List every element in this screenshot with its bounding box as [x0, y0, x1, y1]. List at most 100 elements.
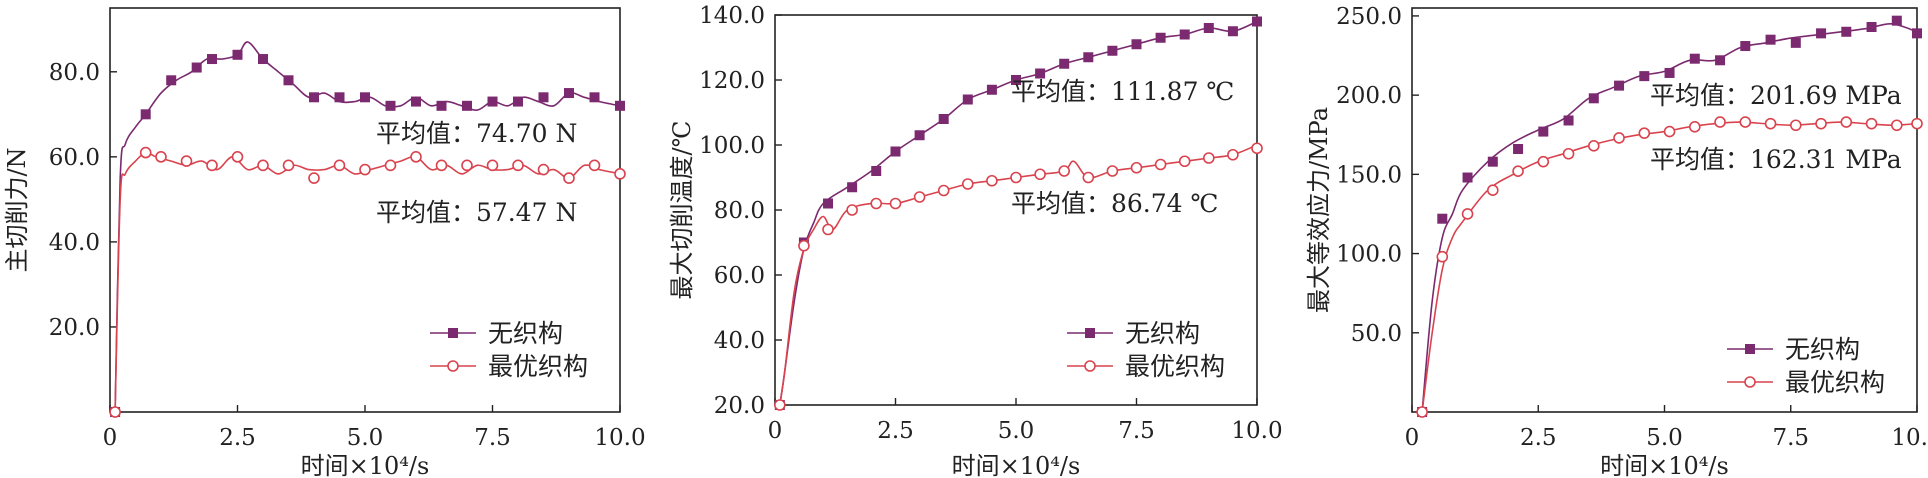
data-point — [1487, 184, 1499, 196]
y-axis-label: 最大等效应力/MPa — [1305, 107, 1333, 313]
data-point — [1059, 58, 1070, 69]
annotation-average: 平均值：201.69 MPa — [1650, 81, 1902, 110]
x-axis-label: 时间×10⁴/s — [1600, 452, 1729, 478]
y-tick-label: 140.0 — [699, 3, 765, 29]
data-point — [462, 100, 472, 111]
x-axis-label: 时间×10⁴/s — [952, 452, 1081, 478]
y-axis-label: 最大切削温度/℃ — [668, 121, 696, 300]
data-point — [1130, 161, 1143, 174]
legend-marker — [1745, 344, 1755, 354]
legend-marker — [448, 328, 458, 338]
data-point — [1663, 125, 1676, 138]
data-point — [435, 159, 448, 172]
y-tick-label: 40.0 — [49, 230, 100, 256]
data-point — [614, 168, 626, 180]
data-point — [870, 197, 883, 210]
data-point — [513, 96, 523, 107]
x-tick-label: 7.5 — [1118, 418, 1155, 444]
y-axis-label: 主切削力/N — [3, 147, 31, 272]
data-point — [1227, 26, 1238, 37]
data-point — [1714, 116, 1726, 128]
annotation-average: 平均值：74.70 N — [376, 119, 577, 148]
data-point — [889, 197, 902, 210]
data-point — [1154, 158, 1167, 171]
data-point — [207, 54, 217, 65]
data-point — [914, 130, 925, 141]
legend-label: 无织构 — [488, 319, 563, 348]
x-tick-label: 10.0 — [594, 425, 645, 451]
data-point — [1416, 406, 1428, 418]
x-tick-label: 7.5 — [474, 425, 511, 451]
data-point — [1866, 22, 1877, 33]
x-tick-label: 0 — [103, 425, 118, 451]
data-point — [166, 75, 177, 86]
data-point — [823, 198, 834, 209]
data-point — [155, 151, 167, 163]
data-point — [1251, 142, 1263, 155]
data-point — [1664, 67, 1675, 78]
data-point — [1512, 165, 1524, 177]
x-tick-label: 5.0 — [347, 425, 384, 451]
y-tick-label: 250.0 — [1336, 4, 1402, 30]
series-2 — [109, 146, 626, 418]
x-axis-label: 时间×10⁴/s — [301, 452, 430, 478]
data-point — [1178, 155, 1191, 168]
data-point — [1203, 152, 1215, 164]
data-point — [913, 191, 926, 203]
annotation-average: 平均值：57.47 N — [376, 198, 577, 227]
data-point — [1252, 16, 1262, 27]
data-point — [822, 223, 834, 236]
data-point — [359, 163, 371, 176]
series-2 — [774, 142, 1263, 411]
data-point — [1790, 37, 1801, 48]
y-tick-label: 40.0 — [714, 328, 765, 354]
x-tick-label: 2.5 — [219, 425, 256, 451]
data-point — [1107, 45, 1118, 56]
data-point — [1203, 23, 1214, 33]
data-point — [1841, 26, 1852, 37]
data-point — [1011, 75, 1021, 85]
x-tick-label: 2.5 — [1520, 425, 1557, 451]
data-point — [588, 159, 601, 172]
y-tick-label: 20.0 — [49, 315, 100, 341]
data-point — [1562, 147, 1575, 160]
legend-marker — [1744, 376, 1756, 388]
data-point — [937, 184, 950, 197]
legend-marker — [1084, 360, 1096, 372]
y-tick-label: 100.0 — [699, 133, 765, 159]
legend-marker — [1085, 328, 1095, 338]
data-point — [1437, 213, 1448, 224]
x-tick-label: 10.0 — [1231, 418, 1282, 444]
data-point — [206, 159, 218, 172]
data-point — [1588, 93, 1599, 104]
annotation-average: 平均值：86.74 ℃ — [1011, 189, 1218, 218]
y-tick-label: 200.0 — [1336, 83, 1402, 109]
data-point — [1035, 68, 1046, 79]
data-point — [1765, 34, 1776, 45]
data-point — [962, 94, 973, 105]
data-point — [1739, 116, 1752, 128]
data-point — [1227, 148, 1239, 161]
data-point — [1436, 250, 1449, 263]
x-tick-label: 5.0 — [1646, 425, 1683, 451]
data-point — [1865, 117, 1878, 130]
data-point — [308, 172, 320, 184]
data-point — [1513, 144, 1524, 155]
x-tick-label: 0 — [768, 418, 783, 444]
data-point — [1131, 39, 1142, 50]
data-point — [1155, 32, 1166, 43]
data-point — [139, 146, 152, 159]
data-point — [1538, 126, 1549, 137]
data-point — [1689, 121, 1701, 133]
data-point — [334, 92, 345, 103]
data-point — [1588, 140, 1600, 152]
data-point — [615, 100, 625, 111]
data-point — [537, 163, 550, 176]
data-point — [191, 62, 202, 73]
data-point — [1010, 171, 1022, 184]
x-tick-label: 0 — [1405, 425, 1420, 451]
data-point — [109, 406, 121, 418]
